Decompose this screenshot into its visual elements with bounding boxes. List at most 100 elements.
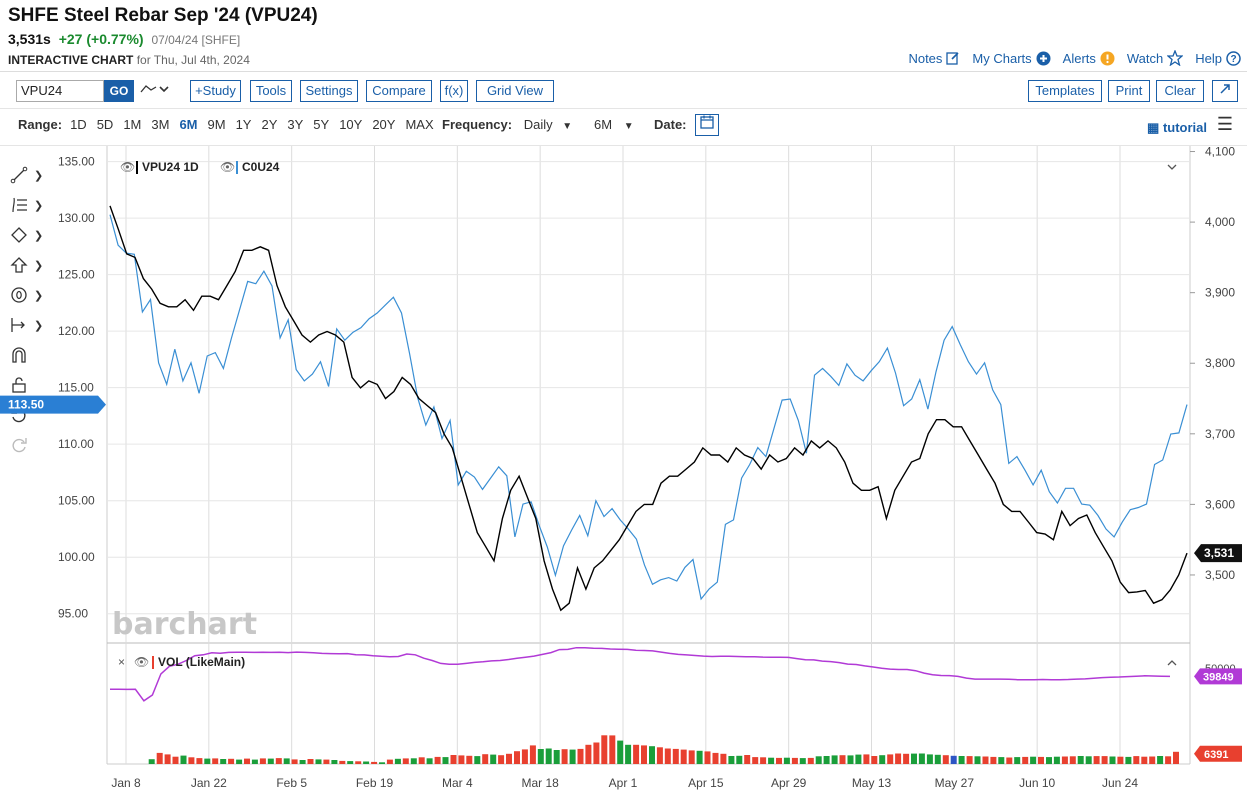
- volume-bar: [656, 747, 663, 764]
- line-tool-icon[interactable]: ❯: [10, 160, 50, 190]
- lock-icon[interactable]: [10, 370, 50, 400]
- range-option-10y[interactable]: 10Y: [339, 117, 363, 132]
- volume-bar: [839, 755, 846, 764]
- volume-bar: [466, 755, 473, 764]
- volume-bar: [1069, 756, 1076, 764]
- volume-bar: [371, 761, 378, 764]
- volume-bar: [990, 756, 997, 764]
- range-option-1m[interactable]: 1M: [123, 117, 142, 132]
- print-button[interactable]: Print: [1108, 80, 1150, 102]
- volume-bar: [355, 761, 362, 764]
- volume-bar: [1133, 756, 1140, 764]
- legend-label-volume: VOL (LikeMain): [158, 655, 245, 669]
- my-charts-link[interactable]: My Charts: [972, 51, 1051, 66]
- range-option-3m[interactable]: 3M: [151, 117, 170, 132]
- range-option-9m[interactable]: 9M: [207, 117, 226, 132]
- volume-bar: [386, 759, 393, 764]
- shape-tool-icon[interactable]: ❯: [10, 220, 50, 250]
- range-option-20y[interactable]: 20Y: [372, 117, 396, 132]
- volume-bar: [553, 750, 560, 764]
- watch-link[interactable]: Watch: [1127, 50, 1184, 66]
- range-options: 1D 5D 1M 3M 6M 9M 1Y 2Y 3Y 5Y 10Y 20Y MAX: [70, 117, 444, 132]
- divider: [0, 108, 1247, 109]
- range-option-5y[interactable]: 5Y: [313, 117, 330, 132]
- range-option-5d[interactable]: 5D: [96, 117, 114, 132]
- redo-icon[interactable]: [10, 430, 50, 460]
- barchart-watermark: barchart: [112, 607, 257, 642]
- alerts-label: Alerts: [1062, 50, 1096, 66]
- expand-button[interactable]: [1212, 80, 1238, 102]
- divider: [0, 71, 1247, 72]
- x-tick-label: May 13: [852, 776, 892, 790]
- volume-bar: [299, 760, 306, 764]
- volume-bar: [1006, 757, 1013, 764]
- expand-chevron-icon[interactable]: [1167, 660, 1177, 666]
- magnet-icon[interactable]: [10, 340, 50, 370]
- aggregation-selector[interactable]: 6M ▼: [594, 117, 634, 132]
- go-button[interactable]: GO: [104, 80, 134, 102]
- volume-bar: [1014, 757, 1021, 764]
- volume-bar: [1085, 756, 1092, 764]
- left-tick-label: 105.00: [58, 494, 95, 508]
- date-picker-button[interactable]: [695, 114, 719, 136]
- volume-bar: [434, 756, 441, 764]
- volume-bar: [323, 759, 330, 764]
- fx-button[interactable]: f(x): [440, 80, 468, 102]
- volume-bar: [1030, 756, 1037, 764]
- range-option-6m[interactable]: 6M: [179, 117, 198, 132]
- svg-text:?: ?: [1230, 54, 1236, 65]
- volume-bar: [728, 756, 735, 764]
- menu-icon[interactable]: ☰: [1216, 114, 1233, 134]
- visibility-eye-icon[interactable]: 👁: [220, 160, 235, 174]
- range-option-2y[interactable]: 2Y: [261, 117, 278, 132]
- clear-button[interactable]: Clear: [1156, 80, 1204, 102]
- range-option-1y[interactable]: 1Y: [235, 117, 252, 132]
- volume-bar: [561, 749, 568, 764]
- range-option-3y[interactable]: 3Y: [287, 117, 304, 132]
- visibility-eye-icon[interactable]: 👁: [134, 655, 149, 669]
- volume-bar: [426, 758, 433, 765]
- volume-bar: [982, 756, 989, 764]
- grid-view-button[interactable]: Grid View: [476, 80, 554, 102]
- compare-button[interactable]: Compare: [366, 80, 432, 102]
- range-option-max[interactable]: MAX: [405, 117, 434, 132]
- study-button[interactable]: +Study: [190, 80, 241, 102]
- right-tick-label: 3,800: [1205, 356, 1235, 370]
- x-tick-label: Mar 18: [521, 776, 559, 790]
- left-current-value: 113.50: [8, 398, 44, 412]
- arrow-tool-icon[interactable]: ❯: [10, 250, 50, 280]
- volume-bar: [410, 758, 417, 765]
- text-tool-icon[interactable]: ❯: [10, 280, 50, 310]
- volume-bar: [744, 755, 751, 764]
- templates-button[interactable]: Templates: [1028, 80, 1102, 102]
- visibility-eye-icon[interactable]: 👁: [120, 160, 135, 174]
- alerts-link[interactable]: Alerts: [1063, 51, 1115, 66]
- volume-bar: [458, 755, 465, 764]
- x-tick-label: Jan 22: [191, 776, 227, 790]
- volume-line-tag: [1194, 668, 1242, 685]
- volume-bar: [220, 759, 227, 764]
- help-link[interactable]: Help ?: [1195, 51, 1241, 66]
- price-lines: [109, 205, 1188, 612]
- volume-bar: [307, 759, 314, 764]
- frequency-selector[interactable]: Frequency: Daily ▼: [442, 117, 572, 132]
- measure-tool-icon[interactable]: ❯: [10, 310, 50, 340]
- volume-bar: [1125, 756, 1132, 764]
- volume-bar: [807, 757, 814, 764]
- close-icon[interactable]: ×: [118, 655, 125, 669]
- volume-bar: [688, 750, 695, 764]
- volume-bar: [236, 759, 243, 764]
- notes-link[interactable]: Notes: [908, 51, 960, 66]
- settings-button[interactable]: Settings: [300, 80, 358, 102]
- range-option-1d[interactable]: 1D: [70, 117, 87, 132]
- chart-type-dropdown[interactable]: [140, 82, 170, 99]
- tutorial-link[interactable]: ▦ tutorial: [1147, 120, 1207, 136]
- x-tick-label: Apr 1: [609, 776, 638, 790]
- volume-bar: [148, 759, 155, 764]
- symbol-input[interactable]: VPU24: [16, 80, 104, 102]
- tools-button[interactable]: Tools: [250, 80, 292, 102]
- fib-tool-icon[interactable]: ❯: [10, 190, 50, 220]
- left-tick-label: 120.00: [58, 324, 95, 338]
- price-chart[interactable]: barchart Jan 8 Jan 22 Feb 5 Feb 19 Mar 4 Mar …: [0, 146, 1247, 793]
- collapse-chevron-icon[interactable]: [1167, 164, 1177, 170]
